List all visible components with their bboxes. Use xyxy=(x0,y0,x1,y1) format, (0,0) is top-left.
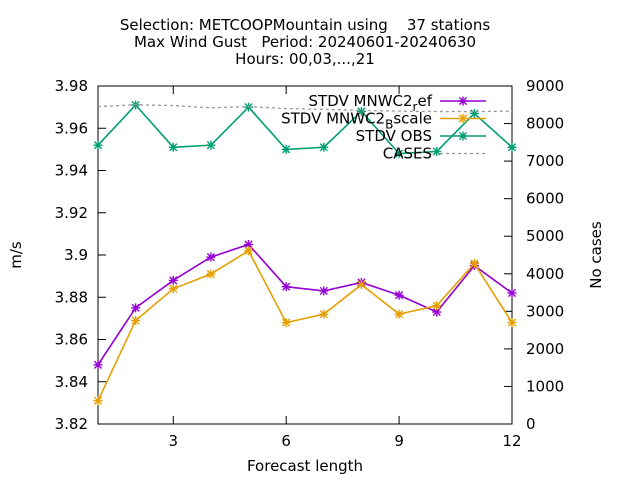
legend-label: CASES xyxy=(383,145,432,163)
y2-tick-label: 0 xyxy=(526,415,536,433)
series-stdv-mnwc2-bscale xyxy=(93,246,517,406)
series-line xyxy=(97,249,513,402)
title-line: Max Wind Gust Period: 20240601-20240630 xyxy=(134,33,476,51)
y2-tick-label: 2000 xyxy=(526,340,564,358)
x-tick-label: 3 xyxy=(168,432,178,450)
legend-marker xyxy=(458,96,468,106)
x-tick-label: 12 xyxy=(502,432,521,450)
data-point xyxy=(168,284,178,294)
data-point xyxy=(93,396,103,406)
x-axis-label: Forecast length xyxy=(247,457,363,475)
y-tick-label: 3.82 xyxy=(55,415,88,433)
y2-tick-label: 3000 xyxy=(526,302,564,320)
series-stdv-mnwc2-ref xyxy=(93,239,517,370)
data-point xyxy=(432,301,442,311)
data-point xyxy=(168,142,178,152)
legend-marker xyxy=(458,131,468,141)
legend-entry: CASES xyxy=(383,145,486,163)
y2-tick-label: 7000 xyxy=(526,152,564,170)
data-point xyxy=(469,108,479,118)
series-group xyxy=(93,100,517,406)
data-point xyxy=(394,309,404,319)
y-axis-label: m/s xyxy=(7,241,25,269)
legend-entry: STDV OBS xyxy=(356,127,486,145)
title-line: Hours: 00,03,...,21 xyxy=(235,50,375,68)
y2-axis-ticks: 0 1000 2000 3000 4000 5000 6000 7000 8000 9000 xyxy=(504,77,564,433)
title-line: Selection: METCOOPMountain using 37 stat… xyxy=(120,16,490,34)
y2-tick-label: 6000 xyxy=(526,190,564,208)
y-tick-label: 3.86 xyxy=(55,331,88,349)
data-point xyxy=(319,309,329,319)
y-tick-label: 3.9 xyxy=(64,246,88,264)
data-point xyxy=(432,146,442,156)
y-tick-label: 3.94 xyxy=(55,162,88,180)
x-tick-label: 9 xyxy=(394,432,404,450)
series-line xyxy=(97,103,513,155)
data-point xyxy=(131,315,141,325)
y-tick-label: 3.88 xyxy=(55,288,88,306)
data-point xyxy=(356,280,366,290)
data-point xyxy=(319,286,329,296)
data-point xyxy=(394,149,404,159)
y-tick-label: 3.92 xyxy=(55,204,88,222)
y2-axis-label: No cases xyxy=(587,221,605,289)
chart-title: Selection: METCOOPMountain using 37 stat… xyxy=(120,16,490,68)
data-point xyxy=(507,318,517,328)
data-point xyxy=(131,303,141,313)
y2-tick-label: 8000 xyxy=(526,115,564,133)
y-tick-label: 3.96 xyxy=(55,119,88,137)
data-point xyxy=(206,140,216,150)
data-point xyxy=(244,246,254,256)
legend-marker xyxy=(458,114,468,123)
data-point xyxy=(281,144,291,154)
y2-tick-label: 9000 xyxy=(526,77,564,95)
data-point xyxy=(206,252,216,262)
data-point xyxy=(206,269,216,279)
y-axis-ticks: 3.82 3.84 3.86 3.88 3.9 3.92 3.94 3.96 3.98 xyxy=(55,77,106,433)
legend-label: STDV MNWC2Bscale xyxy=(281,110,432,132)
data-point xyxy=(356,106,366,116)
y-tick-label: 3.98 xyxy=(55,77,88,95)
data-point xyxy=(93,360,103,370)
y-tick-label: 3.84 xyxy=(55,373,88,391)
data-point xyxy=(168,275,178,285)
y2-tick-label: 1000 xyxy=(526,377,564,395)
data-point xyxy=(394,290,404,300)
legend-entry: STDV MNWC2Bscale xyxy=(281,110,486,132)
x-tick-label: 6 xyxy=(281,432,291,450)
data-point xyxy=(507,288,517,298)
legend-entry: STDV MNWC2ref xyxy=(309,92,486,114)
data-point xyxy=(281,282,291,292)
y2-tick-label: 4000 xyxy=(526,265,564,283)
data-point xyxy=(319,142,329,152)
data-point xyxy=(281,318,291,328)
series-line xyxy=(97,243,513,366)
data-point xyxy=(93,140,103,150)
legend-label: STDV OBS xyxy=(356,127,432,145)
data-point xyxy=(469,258,479,268)
x-axis-ticks: 3 6 9 12 xyxy=(168,86,522,450)
y2-tick-label: 5000 xyxy=(526,227,564,245)
legend-label: STDV MNWC2ref xyxy=(309,92,433,114)
data-point xyxy=(507,142,517,152)
